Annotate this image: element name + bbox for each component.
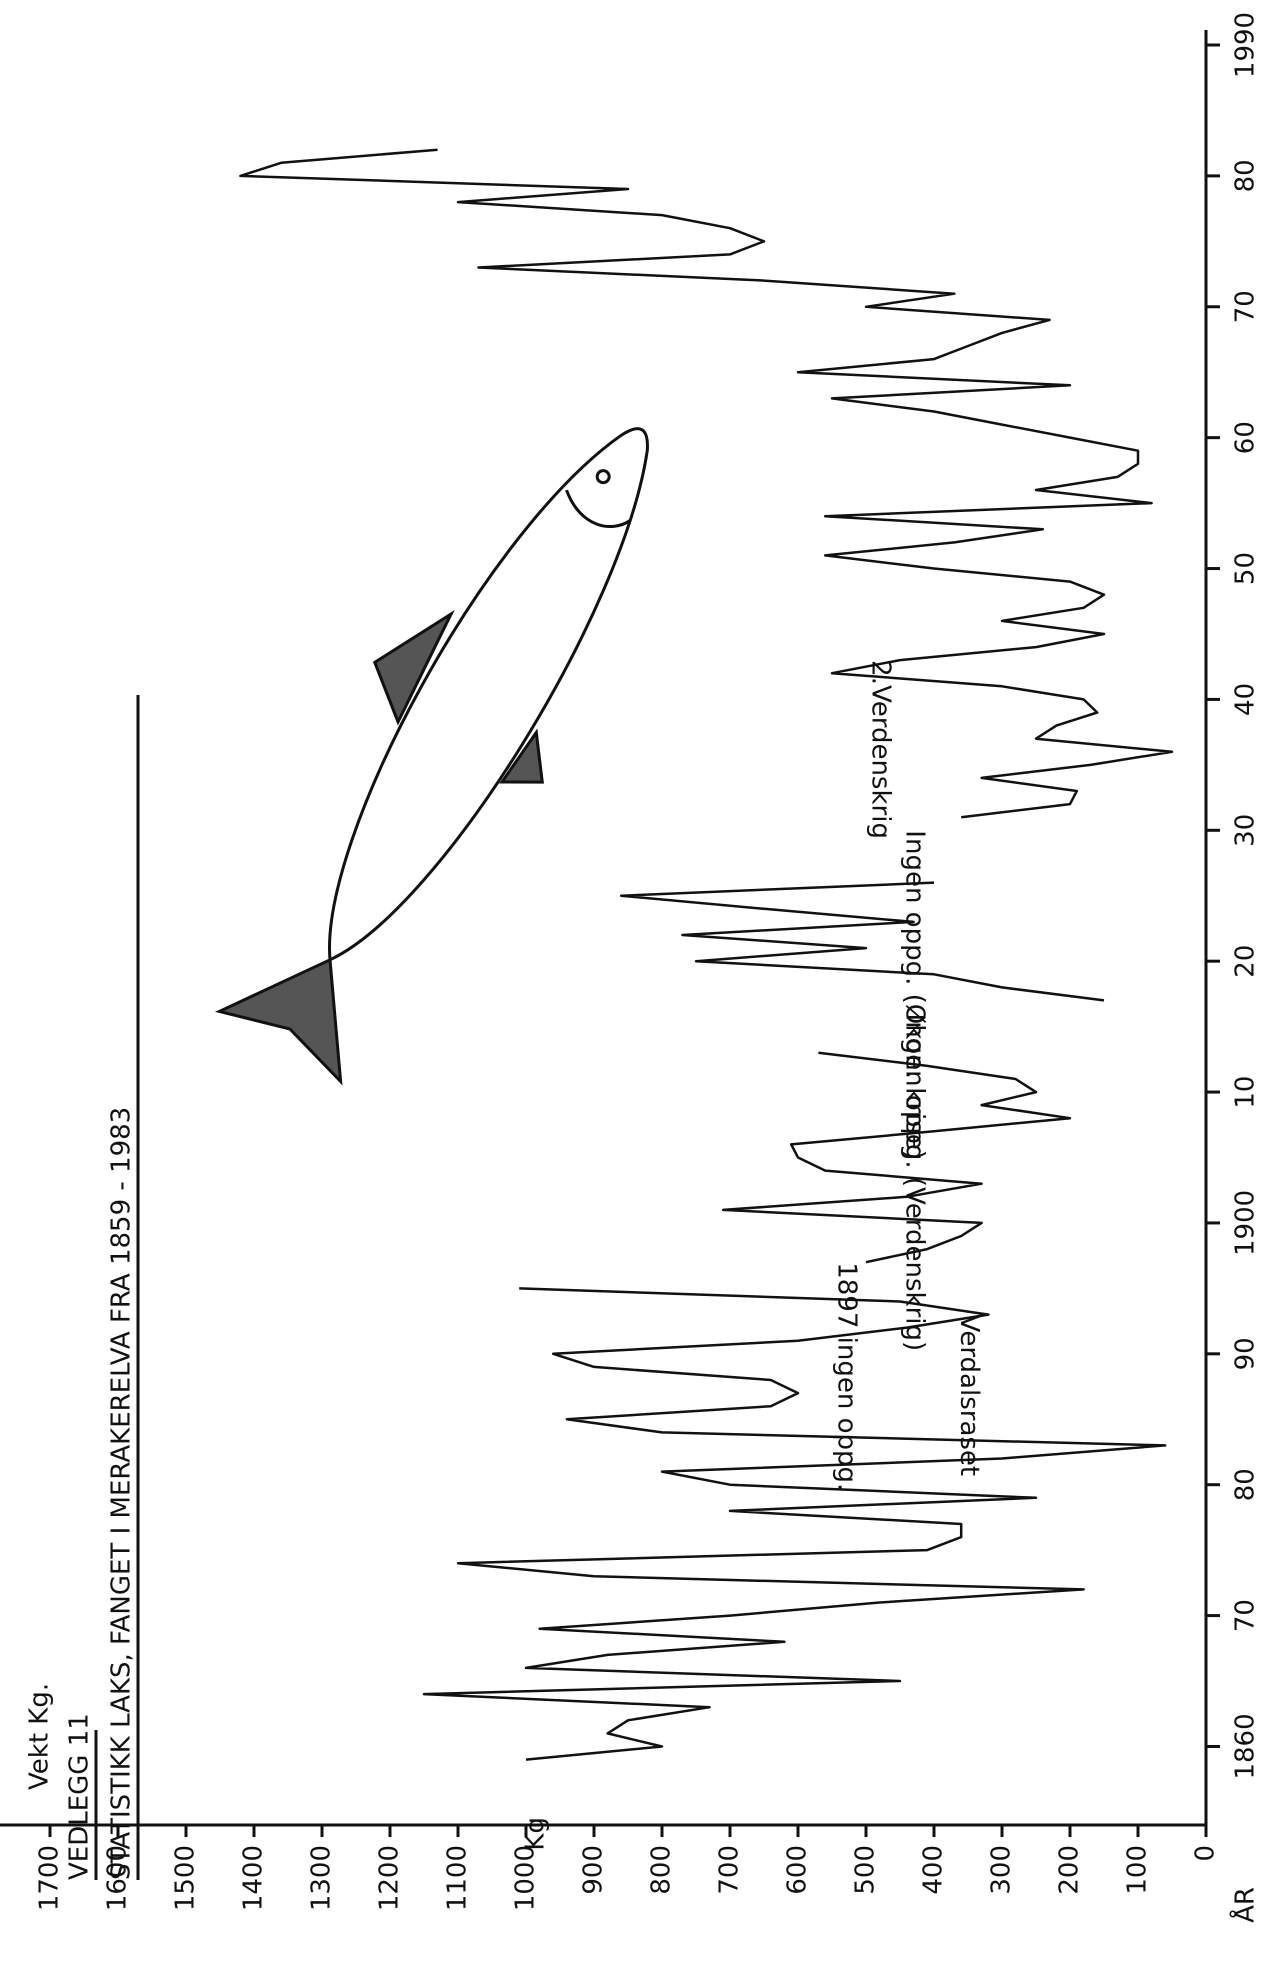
x-tick-label: 60 [1231, 421, 1261, 454]
x-tick-label: 90 [1231, 1337, 1261, 1370]
title-block: VEDLEGG 11 STATISTIKK LAKS, FANGET I MER… [65, 695, 139, 1880]
annotation: Ingen oppg. (Økon. krise) [900, 830, 930, 1160]
y-tick-label: 700 [715, 1845, 745, 1895]
y-tick-label: 1000 [511, 1845, 541, 1911]
y-tick-label: 0 [1191, 1845, 1221, 1862]
y-tick-label: 900 [579, 1845, 609, 1895]
chart: VEDLEGG 11 STATISTIKK LAKS, FANGET I MER… [0, 0, 1265, 1968]
x-tick-label: 10 [1231, 1076, 1261, 1109]
y-tick-label: 800 [647, 1845, 677, 1895]
y-tick-label: 300 [987, 1845, 1017, 1895]
annotation: 1897 ingen oppg. [832, 1262, 862, 1491]
x-tick-label: 80 [1231, 159, 1261, 192]
x-tick-label: 40 [1231, 683, 1261, 716]
annotation: 2.Verdenskrig [866, 660, 896, 839]
y-tick-label: 600 [783, 1845, 813, 1895]
y-tick-label: 1500 [171, 1845, 201, 1911]
y-tick-label: 1700 [35, 1845, 65, 1911]
x-tick-label: 50 [1231, 552, 1261, 585]
fish-drawing [185, 372, 720, 1094]
y-tick-label: 1400 [239, 1845, 269, 1911]
y-tick-label: 200 [1055, 1845, 1085, 1895]
y-tick-label: 100 [1123, 1845, 1153, 1895]
x-tick-label: 1990 [1231, 12, 1261, 78]
data-line [240, 150, 1172, 1760]
x-tick-label: 70 [1231, 290, 1261, 323]
y-tick-label: 1100 [443, 1845, 473, 1911]
annotation: Verdalsraset [954, 1315, 984, 1477]
x-tick-label: 30 [1231, 814, 1261, 847]
y-tick-label: 1300 [307, 1845, 337, 1911]
y-tick-label: 1200 [375, 1845, 405, 1911]
x-axis-label: ÅR [1229, 1887, 1261, 1923]
x-tick-label: 1900 [1231, 1190, 1261, 1256]
x-tick-label: 70 [1231, 1599, 1261, 1632]
x-tick-label: 1860 [1231, 1713, 1261, 1779]
chart-title: VEDLEGG 11 [65, 1713, 95, 1880]
y-tick-label: 1600 [103, 1845, 133, 1911]
y-unit-label: Kg [521, 1817, 551, 1851]
y-tick-label: 400 [919, 1845, 949, 1895]
x-tick-label: 20 [1231, 945, 1261, 978]
chart-subtitle: STATISTIKK LAKS, FANGET I MERAKERELVA FR… [107, 1107, 137, 1880]
y-tick-label: 500 [851, 1845, 881, 1895]
x-tick-label: 80 [1231, 1468, 1261, 1501]
y-axis-label: Vekt Kg. [25, 1683, 55, 1790]
